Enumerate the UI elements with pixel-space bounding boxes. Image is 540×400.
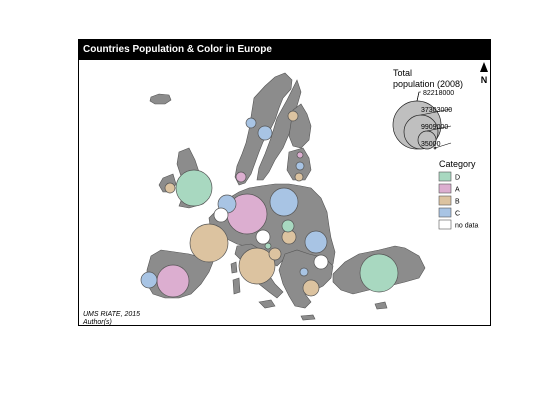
land-crete — [300, 314, 316, 321]
symbol-turkey — [359, 253, 399, 293]
size-legend-title-1: Total — [393, 68, 412, 78]
size-legend-title-2: population (2008) — [393, 79, 463, 89]
category-label-4: no data — [455, 223, 478, 230]
symbol-greece — [302, 279, 320, 297]
symbol-sweden — [257, 125, 273, 141]
symbol-latvia — [295, 161, 305, 171]
map-canvas: N Total population (2008) 8221800 — [82, 62, 488, 326]
symbol-lithuania — [294, 172, 304, 182]
symbol-slovakia — [281, 219, 295, 233]
size-legend: Total population (2008) 82218000 3730300… — [392, 68, 463, 150]
category-label-2: B — [455, 199, 460, 206]
category-label-1: A — [455, 187, 460, 194]
land-sicily — [258, 299, 276, 309]
land-sweden-finland — [256, 79, 302, 181]
symbol-estonia — [296, 151, 304, 159]
symbol-bulgaria — [313, 254, 329, 270]
symbol-spain — [156, 264, 190, 298]
category-swatch-1 — [438, 183, 452, 194]
land-sardinia — [232, 277, 241, 295]
map-frame: Countries Population & Color in Europe — [78, 39, 491, 326]
size-link-82218000 — [416, 91, 421, 102]
symbol-uk — [175, 169, 213, 207]
north-label: N — [481, 75, 488, 85]
symbol-italy — [238, 247, 276, 285]
category-label-3: C — [455, 211, 460, 218]
category-swatch-0 — [438, 171, 452, 182]
source-line-2: Author(s) — [82, 319, 112, 326]
land-iceland — [149, 93, 172, 105]
symbol-poland — [269, 187, 299, 217]
category-swatch-3 — [438, 207, 452, 218]
size-value-2: 37303000 — [421, 107, 452, 114]
category-swatch-4 — [438, 219, 452, 230]
land-corsica — [230, 261, 238, 274]
category-legend-title: Category — [439, 159, 476, 169]
size-value-4: 35000 — [421, 141, 441, 148]
symbol-croatia — [264, 242, 272, 250]
size-link-line-4 — [434, 142, 452, 149]
symbol-portugal — [140, 271, 158, 289]
symbol-ireland — [164, 182, 176, 194]
size-value-3: 9909000 — [421, 124, 448, 131]
symbol-norway — [245, 117, 257, 129]
symbol-serbia — [299, 267, 309, 277]
size-value-1: 82218000 — [423, 90, 454, 97]
size-link-line-3 — [426, 125, 452, 132]
symbol-czech — [255, 229, 271, 245]
north-arrow: N — [480, 62, 488, 85]
symbol-denmark — [235, 171, 247, 183]
size-link-line-2 — [420, 108, 452, 116]
symbol-romania — [304, 230, 328, 254]
symbol-finland — [287, 110, 299, 122]
north-arrow-icon — [480, 62, 488, 72]
category-label-0: D — [455, 175, 460, 182]
map-title: Countries Population & Color in Europe — [79, 40, 490, 60]
land-cyprus — [374, 301, 388, 310]
symbol-layer — [140, 110, 399, 298]
category-swatch-2 — [438, 195, 452, 206]
symbol-france — [189, 223, 229, 263]
symbol-belgium — [213, 207, 229, 223]
source-line-1: UMS RIATE, 2015 — [83, 311, 140, 318]
symbol-austria — [268, 247, 282, 261]
